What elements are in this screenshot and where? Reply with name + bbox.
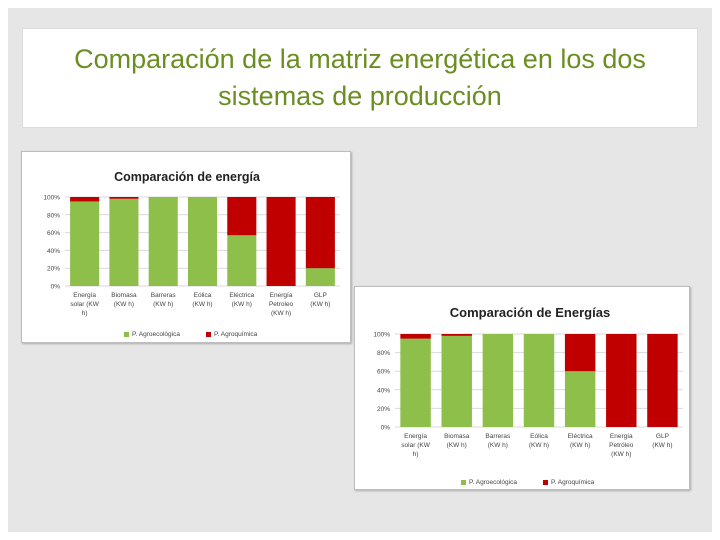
- chart-1-svg: Comparación de energía 0% 20% 40% 60% 80% 100%…: [43, 170, 340, 338]
- chart2-category-label: (KW h): [488, 442, 508, 449]
- chart2-bar-agroquimica: [441, 334, 472, 336]
- chart2-bar-agroecologica: [482, 334, 514, 427]
- chart2-legend-swatch: [543, 480, 548, 485]
- chart1-bar-agroquimica: [70, 197, 100, 202]
- chart2-bar-agroecologica: [523, 334, 555, 427]
- chart1-category-label: GLP: [314, 292, 327, 299]
- chart1-category-label: Biomasa: [111, 292, 137, 299]
- chart1-category-label: Eólica: [194, 292, 212, 299]
- chart-comparacion-energias: Comparación de Energías 0% 20% 40% 60% 80% 100…: [354, 286, 690, 490]
- chart2-category-label: Biomasa: [444, 433, 470, 440]
- chart2-category-label: (KW h): [652, 442, 672, 449]
- chart2-legend-label: P. Agroecológica: [469, 479, 517, 486]
- chart2-ytick-label: 60%: [377, 369, 390, 376]
- chart2-bar-agroquimica: [400, 334, 431, 339]
- chart2-category-label: (KW h): [447, 442, 467, 449]
- chart2-legend-label: P. Agroquímica: [551, 479, 595, 486]
- chart1-category-label: (KW h): [114, 301, 134, 308]
- chart-comparacion-energia: Comparación de energía 0% 20% 40% 60% 80% 100%…: [21, 151, 351, 343]
- chart1-category-label: (KW h): [232, 301, 252, 308]
- chart1-category-label: (KW h): [153, 301, 173, 308]
- chart1-bar-agroecologica: [109, 198, 139, 286]
- chart1-ytick-label: 60%: [47, 230, 60, 237]
- chart2-bar-agroquimica: [564, 334, 596, 372]
- chart1-category-label: Barreras: [151, 292, 177, 299]
- chart2-bar-agroecologica: [564, 371, 596, 427]
- chart1-bar-agroecologica: [70, 201, 100, 286]
- chart1-category-label: h): [82, 310, 88, 317]
- chart1-category-label: Eléctrica: [229, 292, 254, 299]
- chart1-title: Comparación de energía: [114, 170, 261, 184]
- chart2-bar-agroecologica: [400, 338, 431, 427]
- chart2-title: Comparación de Energías: [450, 305, 610, 320]
- chart1-category-label: (KW h): [271, 310, 291, 317]
- chart1-category-label: (KW h): [310, 301, 330, 308]
- chart1-ytick-label: 80%: [47, 212, 60, 219]
- chart2-category-label: Energía: [404, 433, 427, 440]
- chart2-bar-agroecologica: [441, 335, 472, 427]
- chart1-bar-agroecologica: [187, 197, 218, 286]
- title-box: Comparación de la matriz energética en l…: [22, 28, 698, 128]
- chart2-category-label: Barreras: [485, 433, 511, 440]
- chart2-legend-swatch: [461, 480, 466, 485]
- chart2-ytick-label: 20%: [377, 406, 390, 413]
- chart1-ytick-label: 100%: [43, 195, 60, 202]
- chart2-category-label: Eólica: [530, 433, 548, 440]
- chart1-category-label: Petroleo: [269, 301, 294, 308]
- chart2-category-label: (KW h): [611, 451, 631, 458]
- chart2-category-label: solar (KW: [401, 442, 430, 449]
- chart1-bar-agroquimica: [109, 197, 139, 199]
- chart2-category-label: h): [413, 451, 419, 458]
- chart2-category-label: Eléctrica: [568, 433, 593, 440]
- chart2-category-label: (KW h): [529, 442, 549, 449]
- chart1-category-label: Energía: [73, 292, 96, 299]
- chart1-legend-swatch: [124, 332, 129, 337]
- chart1-ytick-label: 20%: [47, 266, 60, 273]
- chart1-bar-agroquimica: [305, 197, 335, 269]
- slide-title: Comparación de la matriz energética en l…: [74, 44, 646, 111]
- chart1-bar-agroecologica: [227, 235, 257, 286]
- chart1-legend-label: P. Agroquímica: [214, 331, 258, 338]
- chart1-legend-label: P. Agroecológica: [132, 331, 180, 338]
- slide: Comparación de la matriz energética en l…: [8, 8, 712, 532]
- chart1-bar-agroquimica: [227, 197, 257, 236]
- chart2-bar-agroquimica: [647, 334, 678, 427]
- chart2-category-label: (KW h): [570, 442, 590, 449]
- chart1-bar-agroecologica: [148, 197, 178, 286]
- chart2-category-label: GLP: [656, 433, 669, 440]
- chart2-ytick-label: 100%: [373, 332, 390, 339]
- chart2-ytick-label: 40%: [377, 387, 390, 394]
- chart1-bar-agroquimica: [266, 197, 296, 286]
- chart1-category-label: solar (KW: [70, 301, 99, 308]
- chart2-category-label: Energía: [610, 433, 633, 440]
- chart1-bar-agroecologica: [305, 268, 335, 286]
- chart2-ytick-label: 80%: [377, 350, 390, 357]
- chart1-ytick-label: 40%: [47, 248, 60, 255]
- chart-2-svg: Comparación de Energías 0% 20% 40% 60% 80% 100…: [373, 305, 683, 486]
- chart2-bar-agroquimica: [606, 334, 637, 427]
- chart2-category-label: Petróleo: [609, 442, 634, 449]
- chart1-ytick-label: 0%: [51, 284, 61, 291]
- chart1-category-label: Energía: [270, 292, 293, 299]
- chart2-ytick-label: 0%: [381, 425, 391, 432]
- chart1-category-label: (KW h): [192, 301, 212, 308]
- chart1-legend-swatch: [206, 332, 211, 337]
